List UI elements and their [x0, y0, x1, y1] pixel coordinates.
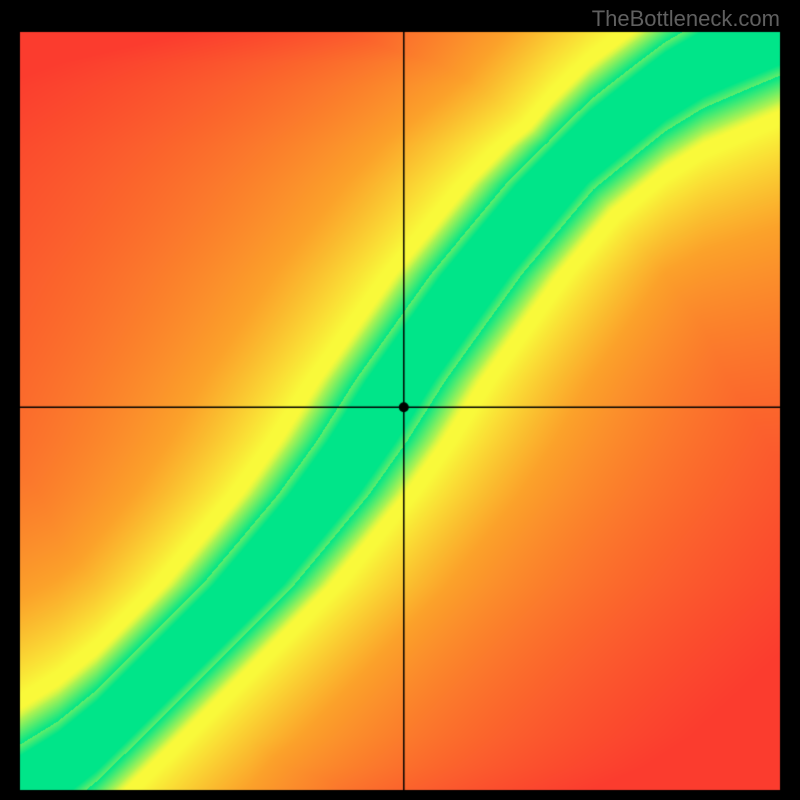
- watermark-text: TheBottleneck.com: [592, 6, 780, 32]
- bottleneck-heatmap: [0, 0, 800, 800]
- chart-container: TheBottleneck.com: [0, 0, 800, 800]
